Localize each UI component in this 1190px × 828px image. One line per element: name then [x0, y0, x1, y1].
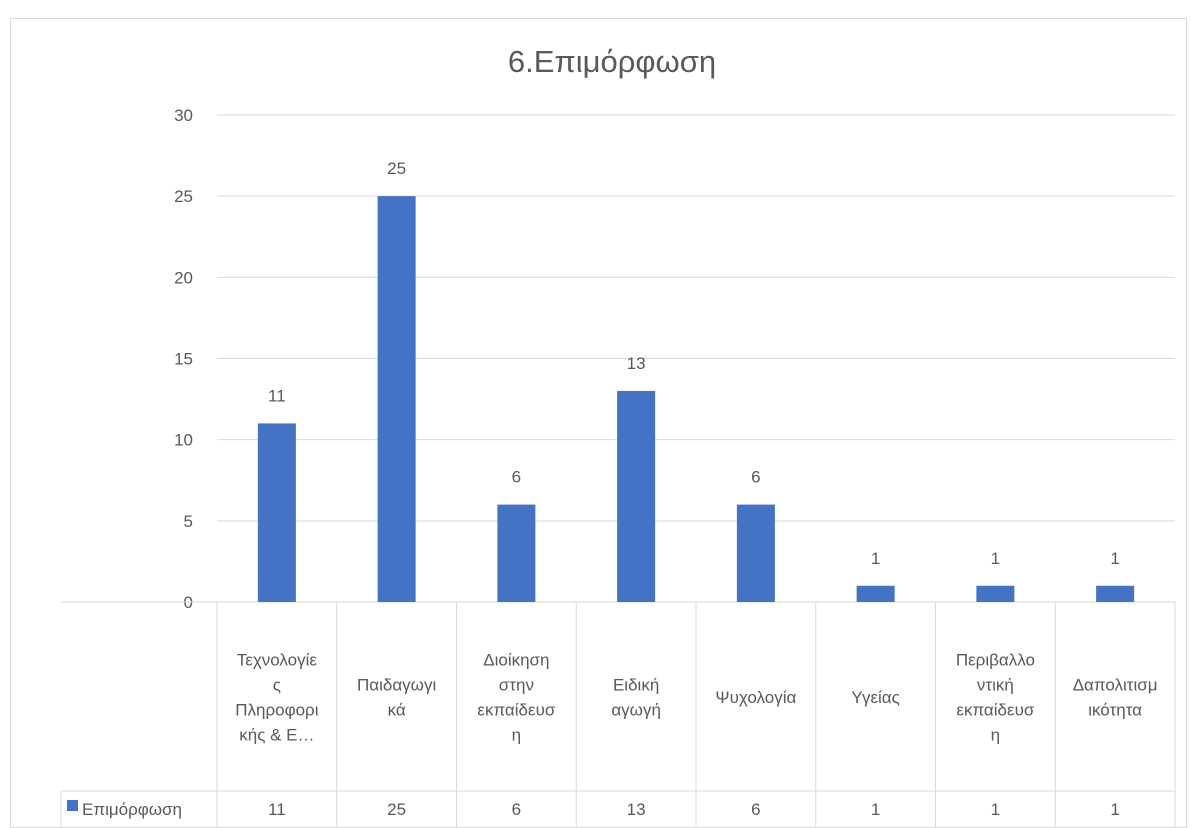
data-label: 1 — [1110, 549, 1119, 568]
bar — [497, 504, 536, 602]
chart-title: 6.Επιμόρφωση — [508, 44, 716, 79]
category-label: Υγείας — [851, 688, 899, 707]
category-label: Τεχνολογίε ς Πληροφορι κής & Ε… — [235, 651, 319, 745]
bar — [856, 585, 895, 602]
data-label: 6 — [512, 468, 521, 487]
y-tick-label: 30 — [174, 106, 193, 125]
category-label: Ψυχολογία — [715, 688, 796, 707]
table-value: 13 — [627, 800, 646, 819]
bar — [1096, 585, 1135, 602]
table-value: 1 — [1110, 800, 1119, 819]
data-label: 13 — [627, 354, 646, 373]
y-tick-label: 25 — [174, 187, 193, 206]
data-label: 25 — [387, 159, 406, 178]
bar — [617, 390, 656, 602]
bar — [976, 585, 1015, 602]
table-value: 11 — [268, 800, 286, 819]
y-tick-label: 5 — [184, 512, 193, 531]
y-tick-label: 10 — [174, 431, 193, 450]
y-tick-label: 15 — [174, 350, 193, 369]
table-value: 1 — [991, 800, 1000, 819]
data-label: 1 — [991, 549, 1000, 568]
category-label: Παιδαγωγι κά — [357, 676, 436, 720]
table-value: 1 — [871, 800, 880, 819]
data-label: 11 — [268, 386, 286, 405]
data-label: 6 — [751, 468, 760, 487]
table-value: 6 — [512, 800, 521, 819]
bar — [257, 423, 296, 602]
bar — [736, 504, 775, 602]
table-value: 6 — [751, 800, 760, 819]
category-label: Δαπολιτισμ ικότητα — [1073, 676, 1158, 720]
category-label: Περιβαλλο ντική εκπαίδευσ η — [956, 651, 1035, 745]
y-tick-label: 20 — [174, 268, 193, 287]
category-label: Διοίκηση στην εκπαίδευσ η — [477, 651, 556, 745]
category-label: Ειδική αγωγή — [611, 676, 661, 720]
legend-label: Επιμόρφωση — [82, 800, 182, 819]
legend-swatch — [67, 800, 78, 811]
data-label: 1 — [871, 549, 880, 568]
table-value: 25 — [387, 800, 406, 819]
bar — [377, 196, 416, 602]
chart-frame — [10, 18, 1187, 828]
